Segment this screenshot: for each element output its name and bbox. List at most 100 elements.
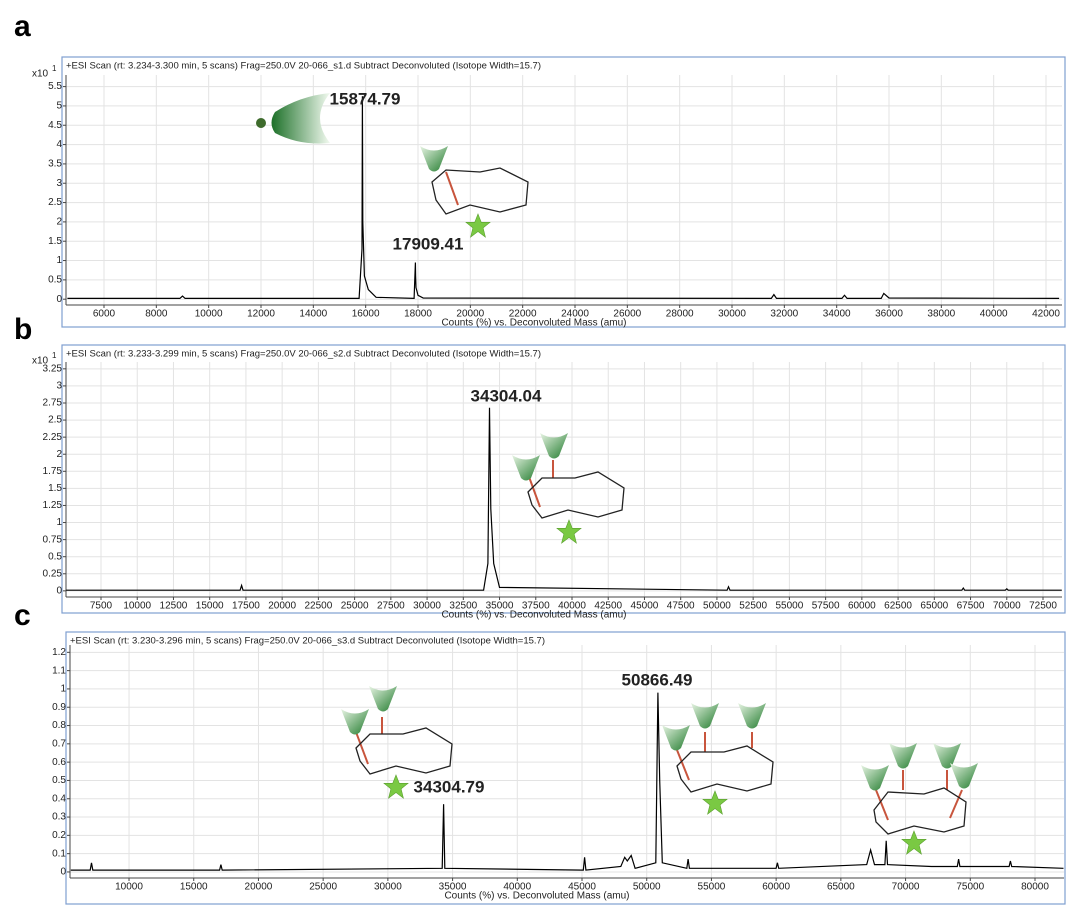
x-axis-label: Counts (%) vs. Deconvoluted Mass (amu): [441, 318, 626, 329]
y-tick-label: 2: [56, 449, 62, 460]
y-tick-label: 1.75: [43, 466, 63, 477]
y-scale-exponent: 1: [52, 64, 57, 73]
x-tick-label: 20000: [268, 601, 296, 612]
x-tick-label: 65000: [920, 601, 948, 612]
x-tick-label: 17500: [232, 601, 260, 612]
y-scale-label: x10: [32, 356, 49, 367]
x-tick-label: 20000: [456, 309, 484, 320]
x-tick-label: 7500: [90, 601, 113, 612]
x-tick-label: 35000: [486, 601, 514, 612]
y-tick-label: 0: [60, 867, 66, 878]
x-tick-label: 36000: [875, 309, 903, 320]
x-tick-label: 67500: [957, 601, 985, 612]
panel-letter: c: [14, 599, 31, 632]
x-tick-label: 15000: [196, 601, 224, 612]
y-tick-label: 0: [56, 585, 62, 596]
panel-frame: [61, 56, 1066, 328]
x-axis-label: Counts (%) vs. Deconvoluted Mass (amu): [444, 891, 629, 902]
y-tick-label: 5.5: [48, 81, 62, 92]
x-tick-label: 50000: [703, 601, 731, 612]
y-tick-label: 1.2: [52, 647, 66, 658]
y-tick-label: 0.5: [52, 775, 66, 786]
y-tick-label: 0: [56, 294, 62, 305]
x-tick-label: 75000: [956, 882, 984, 893]
x-tick-label: 30000: [718, 309, 746, 320]
x-tick-label: 28000: [666, 309, 694, 320]
x-tick-label: 22000: [509, 309, 537, 320]
y-tick-label: 1.25: [43, 500, 63, 511]
y-tick-label: 3: [56, 381, 62, 392]
y-tick-label: 0.25: [43, 568, 63, 579]
x-tick-label: 10000: [115, 882, 143, 893]
x-tick-label: 30000: [374, 882, 402, 893]
spectrum-line: [67, 96, 1060, 300]
y-tick-label: 0.1: [52, 848, 66, 859]
y-tick-label: 1.5: [48, 483, 62, 494]
x-tick-label: 55000: [775, 601, 803, 612]
x-tick-label: 80000: [1021, 882, 1049, 893]
x-tick-label: 25000: [309, 882, 337, 893]
y-tick-label: 2.5: [48, 415, 62, 426]
peak-annotation: 34304.04: [471, 386, 542, 405]
peak-annotation: 17909.41: [393, 234, 464, 253]
y-tick-label: 0.7: [52, 738, 66, 749]
y-tick-label: 4: [56, 139, 62, 150]
spectrum-line: [70, 692, 1064, 871]
y-tick-label: 2.25: [43, 432, 63, 443]
y-tick-label: 3.25: [43, 363, 63, 374]
panel-letter: b: [14, 313, 32, 346]
panel-frame: [65, 631, 1066, 905]
x-tick-label: 38000: [927, 309, 955, 320]
x-tick-label: 52500: [739, 601, 767, 612]
y-tick-label: 3.5: [48, 159, 62, 170]
x-tick-label: 27500: [377, 601, 405, 612]
x-tick-label: 37500: [522, 601, 550, 612]
spectrum-line: [66, 407, 1062, 591]
x-tick-label: 70000: [993, 601, 1021, 612]
panel: c +ESI Scan (rt: 3.230-3.296 min, 5 scans…: [14, 599, 1066, 905]
x-tick-label: 12500: [160, 601, 188, 612]
chart-title: +ESI Scan (rt: 3.233-3.299 min, 5 scans)…: [66, 349, 541, 360]
x-tick-label: 16000: [352, 309, 380, 320]
x-tick-label: 35000: [439, 882, 467, 893]
y-tick-label: 0.5: [48, 551, 62, 562]
y-tick-label: 1.5: [48, 236, 62, 247]
x-tick-label: 47500: [667, 601, 695, 612]
x-tick-label: 18000: [404, 309, 432, 320]
chart-title: +ESI Scan (rt: 3.230-3.296 min, 5 scans)…: [70, 636, 545, 647]
y-tick-label: 2.75: [43, 398, 63, 409]
molecule-icons: [256, 93, 978, 855]
x-tick-label: 42500: [594, 601, 622, 612]
y-tick-label: 1.1: [52, 665, 66, 676]
x-tick-label: 50000: [633, 882, 661, 893]
x-tick-label: 24000: [561, 309, 589, 320]
y-tick-label: 1: [56, 517, 62, 528]
x-tick-label: 12000: [247, 309, 275, 320]
x-tick-label: 42000: [1032, 309, 1060, 320]
y-tick-label: 2: [56, 217, 62, 228]
panels: a +ESI Scan (rt: 3.234-3.300 min, 5 scans…: [14, 10, 1066, 905]
y-tick-label: 4.5: [48, 120, 62, 131]
panel-frame: [61, 344, 1066, 614]
panel-letter: a: [14, 10, 31, 43]
x-tick-label: 34000: [823, 309, 851, 320]
y-tick-label: 0.9: [52, 702, 66, 713]
chart-title: +ESI Scan (rt: 3.234-3.300 min, 5 scans)…: [66, 61, 541, 72]
y-scale-exponent: 1: [52, 351, 57, 360]
x-tick-label: 72500: [1029, 601, 1057, 612]
y-tick-label: 1: [56, 255, 62, 266]
x-tick-label: 45000: [631, 601, 659, 612]
y-scale-label: x10: [32, 69, 49, 80]
x-tick-label: 65000: [827, 882, 855, 893]
x-tick-label: 8000: [145, 309, 168, 320]
y-tick-label: 5: [56, 101, 62, 112]
y-tick-label: 2.5: [48, 197, 62, 208]
x-tick-label: 14000: [299, 309, 327, 320]
x-tick-label: 40000: [980, 309, 1008, 320]
x-tick-label: 60000: [848, 601, 876, 612]
x-tick-label: 32000: [770, 309, 798, 320]
x-tick-label: 62500: [884, 601, 912, 612]
x-axis-label: Counts (%) vs. Deconvoluted Mass (amu): [441, 610, 626, 621]
x-tick-label: 10000: [195, 309, 223, 320]
